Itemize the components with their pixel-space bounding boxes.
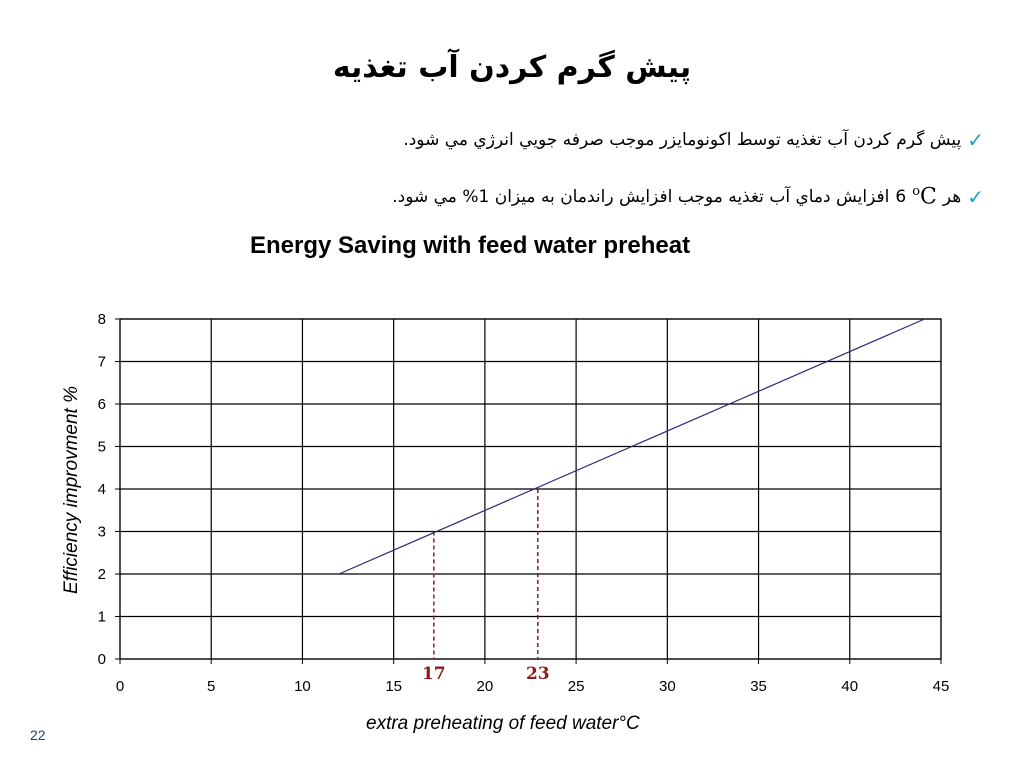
- bullet-prefix: هر: [942, 186, 962, 207]
- y-tick-label: 7: [98, 354, 106, 371]
- x-tick-label: 0: [116, 678, 124, 695]
- y-tick-label: 2: [98, 566, 106, 583]
- y-tick-label: 5: [98, 439, 106, 456]
- y-tick-label: 1: [98, 609, 106, 626]
- bullet-efficiency: ✓ هر oC 6 افزايش دماي آب تغذيه موجب افزا…: [84, 184, 984, 209]
- x-tick-label: 40: [841, 678, 858, 695]
- x-tick-label: 30: [659, 678, 676, 695]
- x-tick-label: 5: [207, 678, 215, 695]
- x-tick-label: 15: [385, 678, 402, 695]
- x-tick-label: 45: [933, 678, 950, 695]
- y-tick-label: 0: [98, 651, 106, 668]
- page-number: 22: [30, 727, 46, 743]
- check-icon: ✓: [967, 184, 984, 209]
- y-tick-label: 4: [98, 481, 106, 498]
- x-tick-label: 10: [294, 678, 311, 695]
- chart-title: Energy Saving with feed water preheat: [250, 232, 691, 259]
- bullet-text: افزايش دماي آب تغذيه موجب افزايش راندمان…: [392, 186, 890, 207]
- bullet-text: پيش گرم کردن آب تغذيه توسط اکونومايزر مو…: [403, 130, 962, 150]
- x-tick-label: 35: [750, 678, 767, 695]
- bullet-economizer: ✓ پيش گرم کردن آب تغذيه توسط اکونومايزر …: [84, 128, 984, 152]
- annotation-label: 17: [422, 664, 446, 684]
- annotation-label: 23: [526, 664, 550, 684]
- y-tick-label: 6: [98, 396, 106, 413]
- x-tick-label: 25: [568, 678, 585, 695]
- check-icon: ✓: [967, 128, 984, 152]
- series-line: [338, 318, 925, 575]
- y-tick-label: 3: [98, 524, 106, 541]
- y-tick-label: 8: [98, 311, 106, 328]
- degree-value: 6: [895, 186, 907, 207]
- slide-title: پيش گرم کردن آب تغذيه: [332, 50, 692, 85]
- degree-unit: oC: [912, 184, 937, 210]
- y-axis-label: Efficiency improvment %: [61, 386, 82, 595]
- x-tick-label: 20: [477, 678, 494, 695]
- x-axis-label: extra preheating of feed water°C: [366, 713, 640, 734]
